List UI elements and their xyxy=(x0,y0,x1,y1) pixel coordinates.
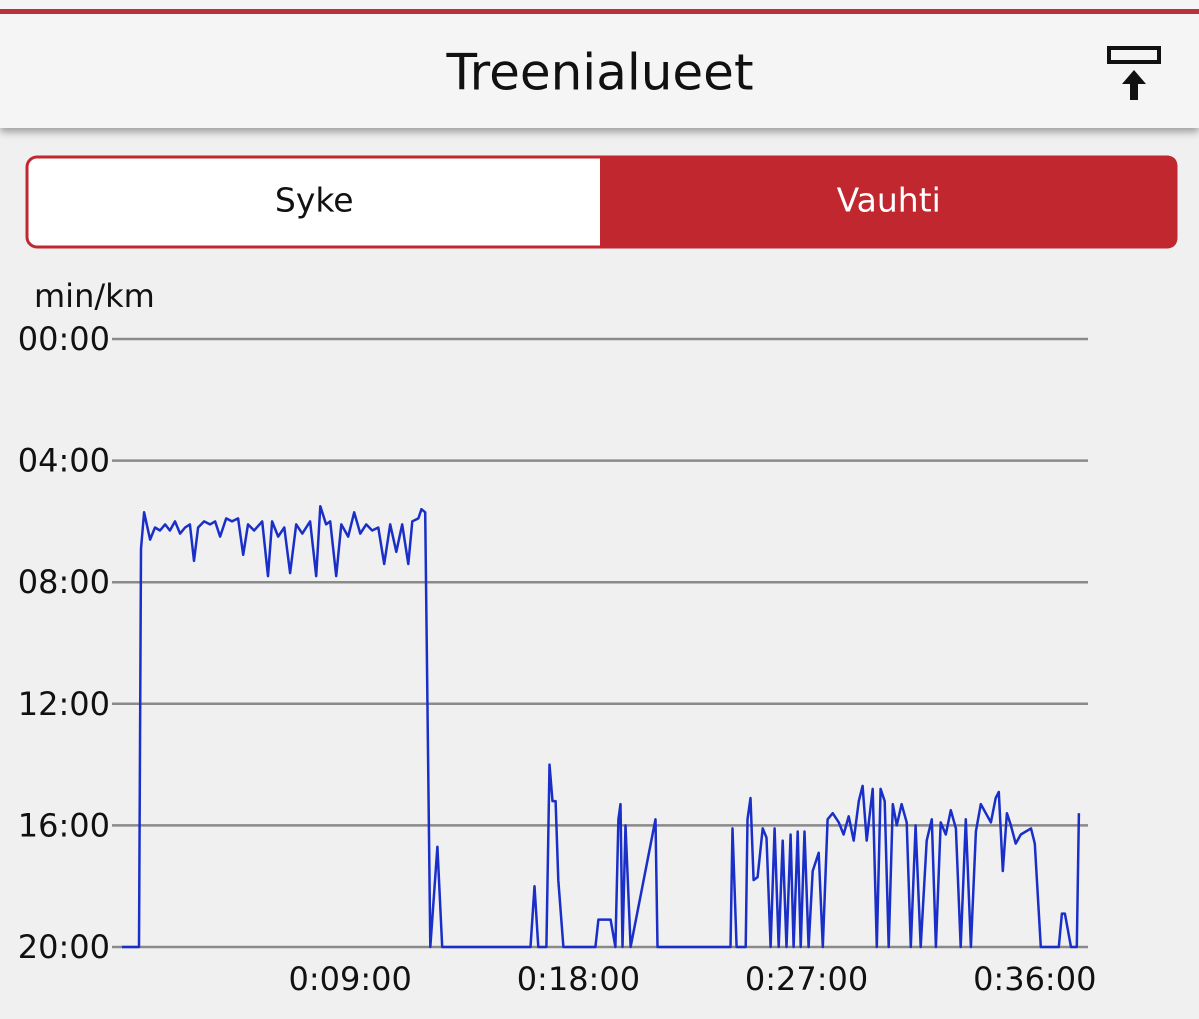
y-tick-label: 20:00 xyxy=(18,928,110,966)
x-tick-label: 0:27:00 xyxy=(745,960,868,998)
export-icon-box xyxy=(1107,46,1161,64)
x-tick-label: 0:18:00 xyxy=(517,960,640,998)
tab[interactable]: Syke xyxy=(275,181,354,220)
tab-selected-bg xyxy=(600,155,1178,249)
y-tick-label: 16:00 xyxy=(18,806,110,844)
y-tick-label: 04:00 xyxy=(18,442,110,480)
tab-label: Vauhti xyxy=(837,181,941,220)
x-tick-label: 0:36:00 xyxy=(973,960,1096,998)
x-tick-label: 0:09:00 xyxy=(289,960,412,998)
chart: min/km 00:00 04:00 08:00 12:00 16:00 20:00 0:09… xyxy=(18,277,1097,998)
export-button[interactable] xyxy=(1107,46,1161,100)
segmented-control: Syke Vauhti xyxy=(25,155,1178,249)
export-icon-arrow xyxy=(1122,70,1146,100)
tab-label: Syke xyxy=(275,181,354,220)
tab[interactable]: Vauhti xyxy=(600,155,1178,249)
status-stripe xyxy=(0,9,1199,14)
y-tick-label: 00:00 xyxy=(18,320,110,358)
y-axis-label: min/km xyxy=(34,277,155,315)
y-tick-label: 08:00 xyxy=(18,563,110,601)
y-tick-label: 12:00 xyxy=(18,685,110,723)
app-title: Treenialueet xyxy=(445,44,753,102)
app-bar xyxy=(0,0,1199,128)
pace-line xyxy=(122,504,1081,949)
